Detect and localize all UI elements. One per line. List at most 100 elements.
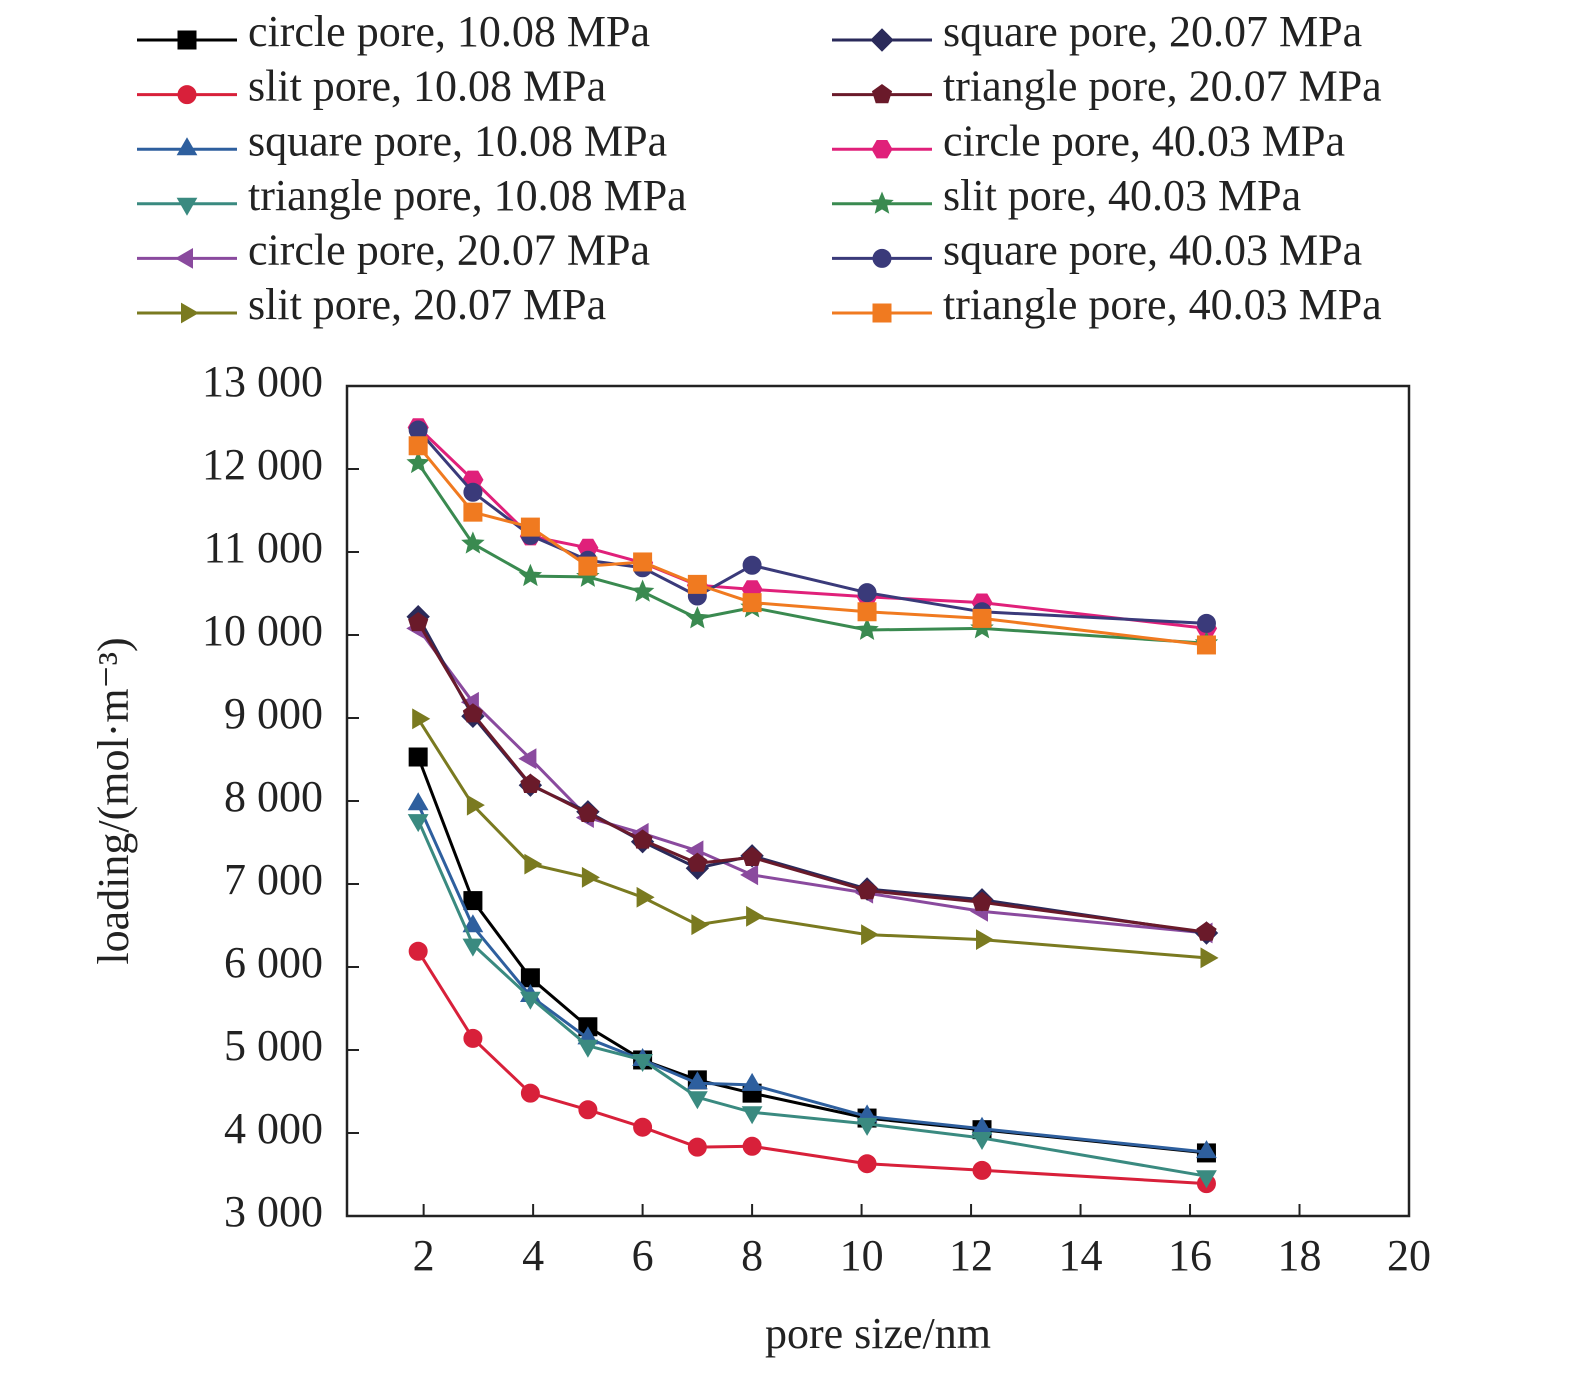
marker	[407, 814, 429, 833]
y-tick-label: 11 000	[204, 523, 323, 572]
marker	[518, 563, 543, 587]
y-tick-label: 10 000	[202, 606, 323, 655]
y-tick-label: 4 000	[224, 1104, 323, 1153]
legend-marker	[176, 137, 198, 156]
marker	[406, 450, 430, 474]
marker	[636, 886, 655, 908]
marker	[520, 773, 541, 793]
y-axis-label: loading/(mol·m⁻³)	[89, 637, 138, 964]
x-tick-label: 16	[1168, 1231, 1212, 1280]
marker	[742, 1136, 762, 1156]
legend-label: slit pore, 40.03 MPa	[943, 171, 1301, 220]
legend-label: circle pore, 20.07 MPa	[248, 225, 650, 274]
legend-label: square pore, 20.07 MPa	[943, 7, 1362, 56]
marker	[1196, 635, 1216, 655]
marker	[632, 1054, 653, 1073]
marker	[1196, 921, 1217, 941]
legend-marker	[177, 85, 197, 105]
series-line	[416, 819, 1207, 1178]
legend-label: circle pore, 10.08 MPa	[248, 7, 650, 56]
legend-marker	[870, 191, 894, 214]
y-tick-label: 9 000	[224, 689, 323, 738]
marker	[408, 941, 428, 961]
marker	[632, 829, 653, 849]
legend-label: square pore, 40.03 MPa	[943, 225, 1362, 274]
x-tick-label: 20	[1387, 1231, 1431, 1280]
marker	[742, 846, 763, 866]
marker	[1200, 947, 1219, 969]
marker	[633, 552, 653, 572]
marker	[461, 531, 485, 554]
marker	[971, 1132, 993, 1151]
marker	[520, 991, 541, 1010]
legend-label: slit pore, 10.08 MPa	[248, 62, 606, 111]
marker	[742, 555, 762, 575]
legend-marker	[181, 302, 200, 324]
marker	[466, 794, 485, 816]
x-axis-label: pore size/nm	[765, 1309, 991, 1358]
series-line	[416, 627, 1207, 935]
legend-marker	[177, 30, 197, 50]
marker	[856, 879, 878, 900]
series-line	[416, 621, 1207, 934]
marker	[463, 482, 483, 502]
marker	[408, 747, 428, 767]
marker	[578, 1100, 598, 1120]
y-tick-label: 3 000	[224, 1187, 323, 1236]
marker	[971, 891, 993, 911]
marker	[742, 593, 762, 613]
marker	[462, 914, 484, 933]
marker	[578, 556, 598, 576]
legend-label: triangle pore, 40.03 MPa	[943, 280, 1382, 329]
series-line	[417, 444, 1207, 647]
legend-marker	[176, 197, 198, 216]
y-tick-label: 7 000	[224, 855, 323, 904]
marker	[1196, 613, 1216, 633]
marker	[1196, 1170, 1217, 1189]
marker	[462, 703, 483, 723]
marker	[686, 1071, 708, 1090]
marker	[520, 1083, 540, 1103]
x-tick-label: 14	[1059, 1231, 1103, 1280]
series-line	[417, 429, 1207, 625]
legend-marker	[174, 248, 193, 269]
marker	[976, 929, 995, 950]
legend-label: slit pore, 20.07 MPa	[248, 280, 606, 329]
marker	[857, 602, 877, 622]
marker	[856, 1117, 878, 1136]
legend-label: square pore, 10.08 MPa	[248, 116, 667, 165]
marker	[408, 611, 429, 632]
x-tick-label: 2	[413, 1231, 435, 1280]
marker	[857, 583, 877, 603]
y-tick-label: 6 000	[224, 938, 323, 987]
marker	[581, 866, 600, 888]
marker	[741, 1072, 763, 1091]
marker	[518, 748, 537, 770]
x-tick-label: 4	[522, 1231, 544, 1280]
marker	[463, 1028, 483, 1048]
marker	[691, 914, 710, 936]
marker	[972, 608, 992, 628]
marker	[687, 1137, 707, 1157]
marker	[741, 1106, 763, 1125]
legend-marker	[871, 83, 893, 104]
legend-label: circle pore, 40.03 MPa	[943, 116, 1345, 165]
x-tick-label: 10	[840, 1231, 884, 1280]
legend-marker	[870, 28, 894, 52]
marker	[855, 617, 879, 640]
marker	[524, 853, 543, 875]
legend-marker	[871, 140, 893, 159]
marker	[462, 938, 484, 957]
marker	[630, 579, 655, 602]
marker	[746, 905, 765, 927]
series-line	[416, 950, 1207, 1186]
marker	[463, 502, 483, 522]
y-tick-label: 8 000	[224, 772, 323, 821]
marker	[685, 606, 710, 629]
marker	[633, 1117, 653, 1137]
marker	[463, 891, 483, 911]
y-tick-label: 13 000	[202, 357, 323, 406]
legend-marker	[872, 303, 892, 323]
marker	[1196, 1140, 1217, 1159]
